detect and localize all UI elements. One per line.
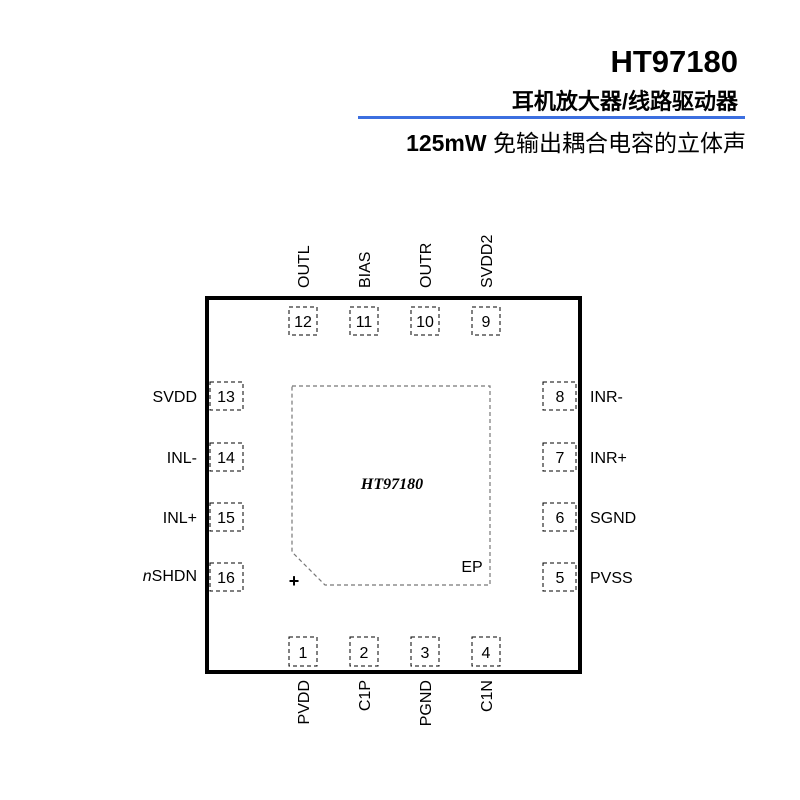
- pin-label-sgnd: SGND: [590, 510, 636, 527]
- pin-number-5: 5: [556, 570, 565, 587]
- pin1-marker: +: [289, 571, 300, 591]
- pin-number-10: 10: [416, 314, 434, 331]
- part-number-title: HT97180: [610, 44, 738, 79]
- pin-pad-1: [288, 636, 318, 667]
- pin-pad-14: [209, 442, 244, 472]
- pin-label-pgnd: PGND: [418, 680, 435, 726]
- pin-number-4: 4: [482, 645, 491, 662]
- pin-pad-2: [349, 636, 379, 667]
- pin-pad-4: [471, 636, 501, 667]
- pin-number-12: 12: [294, 314, 312, 331]
- pin-pad-5: [542, 562, 577, 592]
- pin-label-outl: OUTL: [296, 245, 313, 288]
- pin-number-1: 1: [299, 645, 308, 662]
- pin-pad-7: [542, 442, 577, 472]
- pin-label-inl-: INL-: [167, 450, 197, 467]
- pin-pad-8: [542, 381, 577, 411]
- pin-label-bias: BIAS: [357, 252, 374, 288]
- pin-label-c1p: C1P: [357, 680, 374, 711]
- pin-pad-12: [288, 306, 318, 336]
- tagline-text: 免输出耦合电容的立体声: [493, 130, 746, 156]
- tagline: 125mW 免输出耦合电容的立体声: [406, 124, 746, 158]
- pin-label-c1n: C1N: [479, 680, 496, 712]
- chip-outline: [205, 296, 582, 674]
- pin-number-7: 7: [556, 450, 565, 467]
- chip-name-label: HT97180: [360, 476, 423, 493]
- pin-pad-15: [209, 502, 244, 532]
- pin-label-svdd: SVDD: [153, 389, 197, 406]
- pin-label-pvdd: PVDD: [296, 680, 313, 724]
- pin-pad-11: [349, 306, 379, 336]
- pin-number-14: 14: [217, 450, 235, 467]
- pin-label-pvss: PVSS: [590, 570, 633, 587]
- pin-label-inr+: INR+: [590, 450, 627, 467]
- subtitle: 耳机放大器/线路驱动器: [511, 89, 738, 114]
- header-divider: [358, 116, 745, 119]
- pin-label-inr-: INR-: [590, 389, 623, 406]
- pin-number-11: 11: [356, 314, 373, 331]
- pin-pad-3: [410, 636, 440, 667]
- pin-number-16: 16: [217, 570, 235, 587]
- pin-number-8: 8: [556, 389, 565, 406]
- pin-pad-16: [209, 562, 244, 592]
- pin-label-inl+: INL+: [163, 510, 197, 527]
- pin-number-6: 6: [556, 510, 565, 527]
- pin-number-9: 9: [482, 314, 491, 331]
- pin-label-outr: OUTR: [418, 243, 435, 288]
- pin-label-nshdn: nSHDN: [142, 568, 197, 585]
- pin-pad-6: [542, 502, 577, 532]
- exposed-pad-label: EP: [461, 559, 482, 576]
- pin-number-2: 2: [360, 645, 369, 662]
- pin-number-15: 15: [217, 510, 235, 527]
- pin-pad-13: [209, 381, 244, 411]
- pin-pad-10: [410, 306, 440, 336]
- exposed-pad-outline: [291, 385, 491, 586]
- tagline-power: 125mW: [406, 130, 487, 156]
- pin-pad-9: [471, 306, 501, 336]
- pin-number-3: 3: [421, 645, 430, 662]
- pin-label-svdd2: SVDD2: [479, 235, 496, 288]
- pin-number-13: 13: [217, 389, 235, 406]
